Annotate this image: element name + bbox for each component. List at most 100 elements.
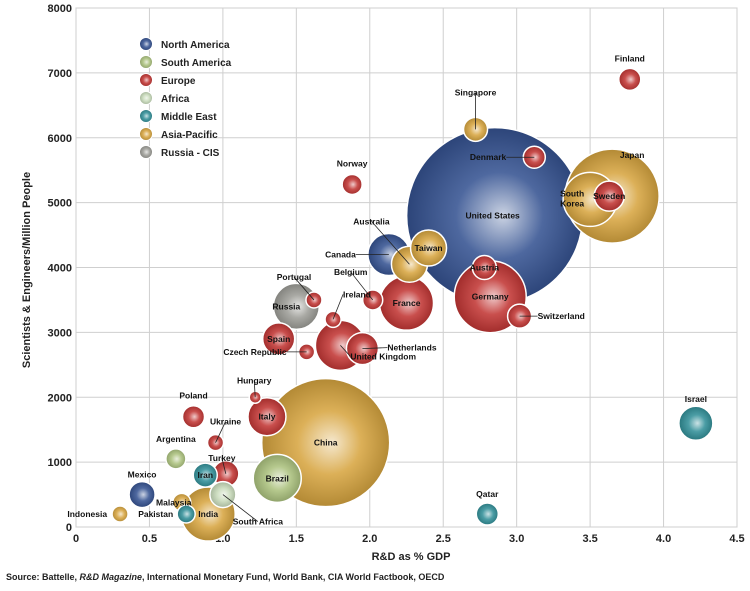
label-japan: Japan [620,150,645,160]
legend-label-russia-cis: Russia - CIS [161,148,220,159]
label-china: China [314,438,338,448]
legend-label-middle-east: Middle East [161,112,217,123]
legend-label-asia-pacific: Asia-Pacific [161,130,218,141]
label-mexico: Mexico [128,470,157,480]
label-argentina: Argentina [156,434,196,444]
y-tick-label: 7000 [48,68,72,80]
label-leader-turkey [221,457,227,474]
label-russia: Russia [272,301,300,311]
label-denmark: Denmark [470,152,507,162]
label-italy: Italy [258,412,275,422]
x-tick-label: 4.5 [729,533,744,545]
label-leader-hungary [253,380,256,398]
bubble-iran [192,462,219,488]
label-leader-belgium [350,271,374,301]
label-portugal: Portugal [277,272,311,282]
y-tick-label: 3000 [48,327,72,339]
bubble-israel [678,405,714,441]
label-layer: China United States Japan India Germany Franc… [67,53,707,526]
bubble-spain [261,322,296,356]
label-australia: Australia [353,216,390,226]
y-axis-title: Scientists & Engineers/Million People [21,172,33,368]
y-tick-label: 4000 [48,263,72,275]
legend-label-south-america: South America [161,58,232,69]
legend-label-africa: Africa [161,94,190,105]
source-suffix: , International Monetary Fund, World Ban… [142,572,445,582]
legend-swatch-russia-cis [139,145,153,159]
label-indonesia: Indonesia [67,509,107,519]
label-south-africa: South Africa [233,517,283,527]
source-magazine: R&D Magazine [79,572,143,582]
label-france: France [393,298,421,308]
label-leader-ukraine [215,421,226,443]
label-ukraine: Ukraine [210,417,241,427]
label-sweden: Sweden [593,191,625,201]
label-germany: Germany [472,292,509,302]
x-tick-label: 2.0 [362,533,377,545]
label-leader-united-kingdom [340,345,351,357]
legend: North America South America Europe Africa Mi… [139,37,232,159]
bubble-finland [618,67,642,92]
bubble-austria [471,254,498,281]
label-united-kingdom: United Kingdom [350,351,416,361]
label-india: India [198,509,218,519]
y-tick-label: 0 [66,522,72,534]
x-axis-title: R&D as % GDP [372,551,451,563]
label-brazil: Brazil [266,473,289,483]
bubble-norway [341,173,363,196]
label-canada: Canada [325,250,356,260]
y-tick-label: 8000 [48,3,72,15]
bubble-poland [181,404,206,429]
bubble-qatar [475,502,500,526]
label-leader-australia [371,220,410,265]
y-tick-label: 6000 [48,133,72,145]
label-finland: Finland [615,53,645,63]
source-prefix: Source: Battelle, [6,572,80,582]
bubble-indonesia [111,505,129,523]
label-south-korea: South Korea [560,188,584,208]
x-tick-label: 2.5 [436,533,451,545]
label-leader-south-africa [222,494,259,522]
bubble-layer [111,67,714,542]
label-hungary: Hungary [237,375,272,385]
bubble-sweden [593,180,625,212]
bubble-brazil [252,453,302,504]
y-tick-label: 1000 [48,457,72,469]
x-tick-label: 0 [73,533,79,545]
x-tick-label: 3.5 [582,533,597,545]
x-tick-label: 4.0 [656,533,671,545]
label-belgium: Belgium [334,267,368,277]
legend-label-north-america: North America [161,40,230,51]
bubble-mexico [128,480,156,509]
legend-swatch-north-america [139,37,153,51]
label-austria: Austria [470,263,500,273]
legend-swatch-africa [139,91,153,105]
y-tick-label: 5000 [48,198,72,210]
label-spain: Spain [267,334,290,344]
bubble-taiwan [409,229,448,267]
label-qatar: Qatar [476,489,499,499]
legend-swatch-south-america [139,55,153,69]
legend-swatch-europe [139,73,153,87]
label-leader-portugal [293,276,315,301]
x-tick-label: 0.5 [142,533,157,545]
legend-swatch-asia-pacific [139,127,153,141]
legend-label-europe: Europe [161,76,196,87]
label-taiwan: Taiwan [414,243,442,253]
label-poland: Poland [179,391,207,401]
bubble-argentina [165,448,187,470]
label-singapore: Singapore [455,87,497,97]
source-note: Source: Battelle, R&D Magazine, Internat… [6,572,444,582]
label-czech-republic: Czech Republic [223,347,287,357]
x-tick-label: 3.0 [509,533,524,545]
label-turkey: Turkey [208,453,236,463]
label-malaysia: Malaysia [156,497,192,507]
label-united-states: United States [465,211,520,221]
label-iran: Iran [197,470,213,480]
label-leader-ireland [332,294,344,320]
label-netherlands: Netherlands [387,343,436,353]
label-ireland: Ireland [343,289,371,299]
label-leader-netherlands [362,347,388,349]
